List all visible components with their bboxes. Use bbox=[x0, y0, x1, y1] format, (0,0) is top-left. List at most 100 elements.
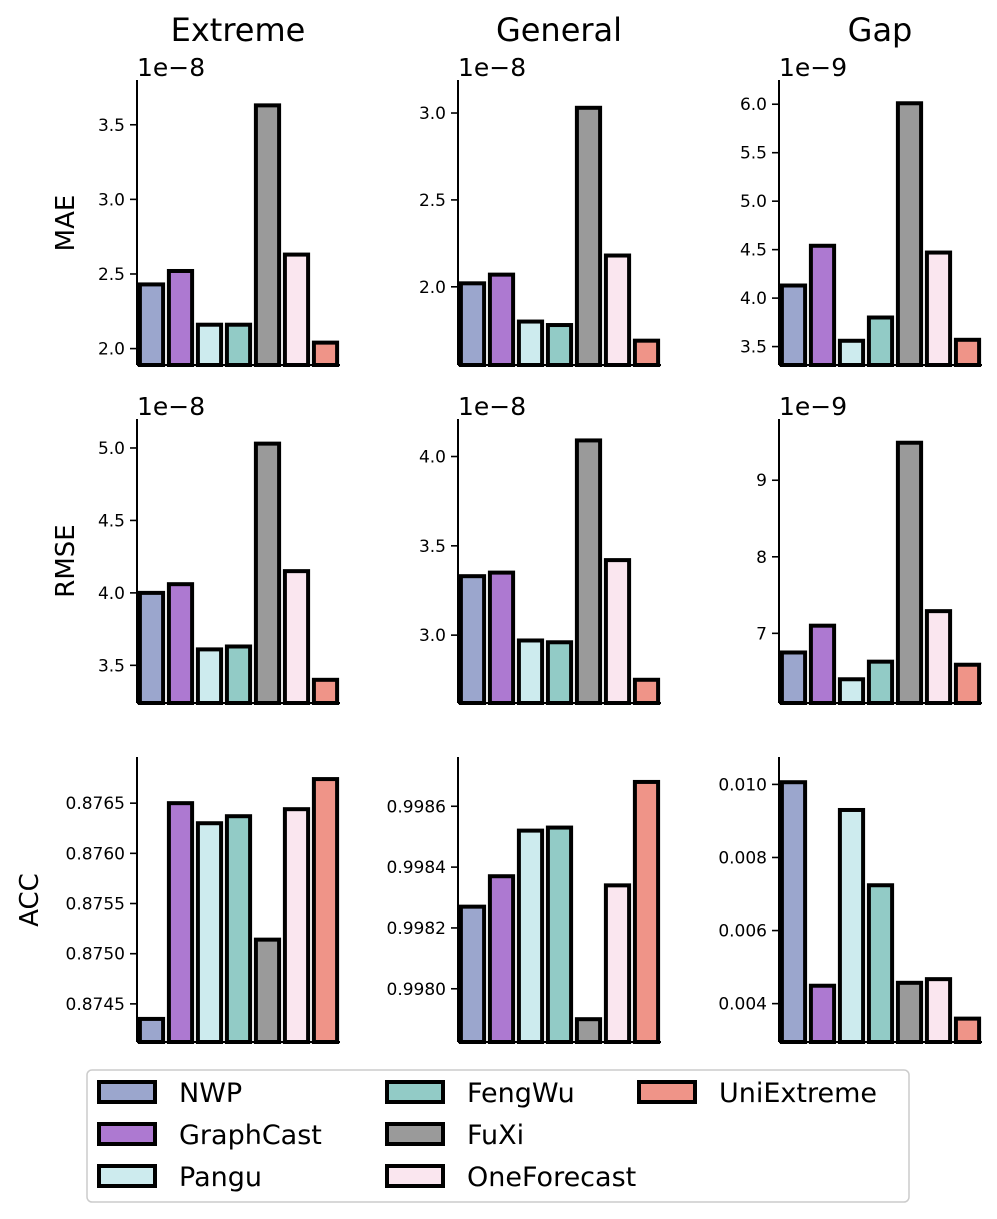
bar-acc-general-nwp bbox=[458, 904, 487, 1045]
legend-item-graphcast: GraphCast bbox=[97, 1120, 322, 1151]
y-tick-label-mae-gap: 6.0 bbox=[740, 95, 767, 115]
bar-mae-general-fuxi bbox=[574, 105, 603, 368]
chart-panels: 2.0 2.5 3.0 3.5 1e−8 2.0 2.5 3.0 1e−8 3.5 4.0 4.5 5.… bbox=[66, 53, 982, 1045]
y-tick-label-acc-extreme: 0.8745 bbox=[66, 995, 125, 1015]
bar-mae-general-pangu bbox=[516, 319, 545, 367]
bar-mae-extreme-graphcast bbox=[166, 268, 195, 367]
y-tick-label-rmse-extreme: 4.5 bbox=[98, 511, 125, 531]
panel-mae-general: 2.0 2.5 3.0 1e−8 bbox=[419, 53, 661, 368]
y-tick-label-mae-gap: 5.5 bbox=[740, 144, 767, 164]
bar-acc-general-fuxi bbox=[574, 1017, 603, 1045]
y-tick-label-rmse-general: 3.0 bbox=[419, 626, 446, 646]
y-tick-label-mae-gap: 4.0 bbox=[740, 289, 767, 309]
bar-mae-extreme-uniextreme bbox=[311, 340, 340, 367]
bar-rmse-extreme-uniextreme bbox=[311, 677, 340, 706]
bar-acc-general-graphcast bbox=[487, 874, 516, 1044]
y-tick-label-acc-extreme: 0.8760 bbox=[66, 844, 125, 864]
legend-swatch-uniextreme bbox=[637, 1080, 697, 1104]
y-tick-label-acc-general: 0.9986 bbox=[387, 797, 446, 817]
y-tick-label-acc-general: 0.9984 bbox=[387, 858, 446, 878]
bar-acc-gap-uniextreme bbox=[953, 1016, 982, 1044]
panel-rmse-general: 3.0 3.5 4.0 1e−8 bbox=[419, 392, 661, 706]
y-tick-label-rmse-extreme: 3.5 bbox=[98, 656, 125, 676]
bar-acc-gap-fengwu bbox=[866, 883, 895, 1044]
legend-label: UniExtreme bbox=[719, 1078, 877, 1109]
offset-label-mae-general: 1e−8 bbox=[458, 53, 526, 82]
bar-rmse-general-fengwu bbox=[545, 640, 574, 706]
y-tick-label-rmse-gap: 7 bbox=[756, 624, 767, 644]
legend-label: FuXi bbox=[467, 1120, 524, 1151]
bar-mae-extreme-pangu bbox=[195, 322, 224, 367]
bar-mae-general-graphcast bbox=[487, 272, 516, 368]
y-tick-label-acc-extreme: 0.8755 bbox=[66, 895, 125, 915]
bar-acc-general-fengwu bbox=[545, 825, 574, 1044]
bar-mae-extreme-fuxi bbox=[253, 103, 282, 368]
legend-item-nwp: NWP bbox=[97, 1078, 242, 1109]
panel-mae-gap: 3.5 4.0 4.5 5.0 5.5 6.0 1e−9 bbox=[740, 53, 982, 368]
legend-swatch-fuxi bbox=[385, 1122, 445, 1146]
row-label-acc: ACC bbox=[15, 873, 45, 927]
bar-mae-gap-graphcast bbox=[808, 243, 837, 368]
bar-acc-extreme-pangu bbox=[195, 821, 224, 1044]
panel-mae-extreme: 2.0 2.5 3.0 3.5 1e−8 bbox=[98, 53, 340, 368]
y-tick-label-rmse-general: 3.5 bbox=[419, 537, 446, 557]
row-label-rmse: RMSE bbox=[51, 524, 81, 597]
legend-swatch-pangu bbox=[97, 1164, 157, 1188]
panel-rmse-gap: 7 8 9 1e−9 bbox=[756, 392, 982, 706]
offset-label-rmse-gap: 1e−9 bbox=[779, 392, 847, 421]
offset-label-mae-extreme: 1e−8 bbox=[137, 53, 205, 82]
bar-rmse-gap-pangu bbox=[837, 677, 866, 706]
bar-rmse-gap-oneforecast bbox=[924, 609, 953, 706]
offset-label-rmse-general: 1e−8 bbox=[458, 392, 526, 421]
bar-acc-gap-pangu bbox=[837, 807, 866, 1044]
y-tick-label-acc-gap: 0.006 bbox=[718, 922, 767, 942]
legend-frame bbox=[86, 1069, 910, 1203]
bar-acc-extreme-fuxi bbox=[253, 937, 282, 1045]
bar-acc-extreme-oneforecast bbox=[282, 807, 311, 1044]
bar-rmse-extreme-oneforecast bbox=[282, 569, 311, 706]
y-tick-label-acc-extreme: 0.8765 bbox=[66, 794, 125, 814]
column-titles: Extreme General Gap bbox=[171, 11, 913, 49]
bar-acc-gap-graphcast bbox=[808, 983, 837, 1044]
bar-rmse-gap-graphcast bbox=[808, 623, 837, 705]
bar-acc-extreme-uniextreme bbox=[311, 777, 340, 1045]
bar-mae-extreme-oneforecast bbox=[282, 252, 311, 367]
legend-swatch-oneforecast bbox=[385, 1164, 445, 1188]
bar-rmse-extreme-graphcast bbox=[166, 582, 195, 705]
legend-swatch-fengwu bbox=[385, 1080, 445, 1104]
panel-rmse-extreme: 3.5 4.0 4.5 5.0 1e−8 bbox=[98, 392, 340, 706]
y-tick-label-mae-extreme: 3.0 bbox=[98, 190, 125, 210]
bar-rmse-gap-fuxi bbox=[895, 440, 924, 705]
y-tick-label-acc-gap: 0.004 bbox=[718, 995, 767, 1015]
bar-rmse-extreme-fengwu bbox=[224, 644, 253, 705]
bar-rmse-gap-nwp bbox=[779, 650, 808, 705]
legend-item-oneforecast: OneForecast bbox=[385, 1162, 636, 1193]
bar-rmse-general-graphcast bbox=[487, 570, 516, 705]
y-tick-label-mae-gap: 3.5 bbox=[740, 338, 767, 358]
legend-item-fuxi: FuXi bbox=[385, 1120, 524, 1151]
legend-swatch-graphcast bbox=[97, 1122, 157, 1146]
y-tick-label-rmse-gap: 9 bbox=[756, 471, 767, 491]
panel-acc-general: 0.9980 0.9982 0.9984 0.9986 bbox=[387, 757, 661, 1045]
y-tick-label-acc-general: 0.9982 bbox=[387, 919, 446, 939]
y-tick-label-acc-general: 0.9980 bbox=[387, 980, 446, 1000]
y-tick-label-mae-gap: 4.5 bbox=[740, 241, 767, 261]
bar-acc-gap-fuxi bbox=[895, 980, 924, 1044]
bar-mae-general-uniextreme bbox=[632, 338, 661, 368]
bar-rmse-gap-fengwu bbox=[866, 659, 895, 705]
y-tick-label-rmse-extreme: 4.0 bbox=[98, 584, 125, 604]
bar-acc-general-pangu bbox=[516, 828, 545, 1044]
legend-label: OneForecast bbox=[467, 1162, 636, 1193]
row-labels: MAE RMSE ACC bbox=[15, 195, 81, 927]
bar-mae-gap-oneforecast bbox=[924, 250, 953, 367]
legend-item-fengwu: FengWu bbox=[385, 1078, 575, 1109]
bar-mae-gap-nwp bbox=[779, 283, 808, 368]
y-tick-label-mae-general: 2.0 bbox=[419, 278, 446, 298]
bar-rmse-general-nwp bbox=[458, 574, 487, 705]
bar-acc-gap-nwp bbox=[779, 780, 808, 1045]
y-tick-label-acc-gap: 0.008 bbox=[718, 848, 767, 868]
bar-mae-general-fengwu bbox=[545, 323, 574, 367]
y-tick-label-rmse-extreme: 5.0 bbox=[98, 439, 125, 459]
legend-item-uniextreme: UniExtreme bbox=[637, 1078, 877, 1109]
legend-label: NWP bbox=[179, 1078, 242, 1109]
